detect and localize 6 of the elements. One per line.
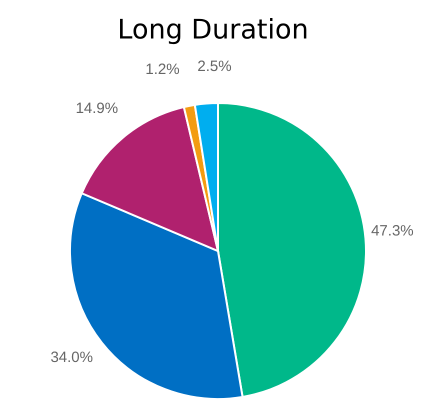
data-label: 2.5% (197, 58, 232, 76)
data-label: 14.9% (76, 100, 118, 117)
data-label: 34.0% (50, 349, 93, 366)
data-label: 47.3% (371, 222, 414, 240)
data-label: 1.2% (145, 60, 180, 78)
chart-title: Long Duration (117, 14, 309, 46)
